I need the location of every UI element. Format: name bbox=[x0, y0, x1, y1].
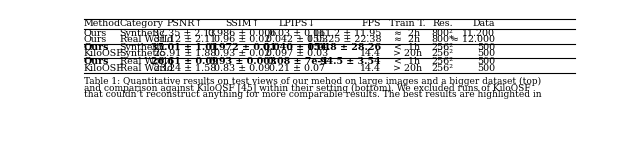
Text: 14.4: 14.4 bbox=[360, 49, 381, 58]
Text: 23.24 ± 1.58: 23.24 ± 1.58 bbox=[154, 64, 216, 73]
Text: 500: 500 bbox=[477, 49, 495, 58]
Text: 500: 500 bbox=[477, 57, 495, 66]
Text: 500: 500 bbox=[477, 64, 495, 73]
Text: 161.2 ± 11.95: 161.2 ± 11.95 bbox=[313, 29, 381, 38]
Text: KiloOSF: KiloOSF bbox=[84, 49, 124, 58]
Text: Ours: Ours bbox=[84, 35, 108, 44]
Text: 0.08 ± 7e-4: 0.08 ± 7e-4 bbox=[267, 57, 328, 66]
Text: 31.12 ± 2.11: 31.12 ± 2.11 bbox=[154, 35, 216, 44]
Text: 155.25 ± 22.38: 155.25 ± 22.38 bbox=[307, 35, 381, 44]
Text: 0.972 ± 0.01: 0.972 ± 0.01 bbox=[209, 43, 276, 52]
Text: Data: Data bbox=[473, 19, 495, 28]
Text: Real World: Real World bbox=[120, 35, 173, 44]
Text: 256²: 256² bbox=[431, 64, 454, 73]
Text: 0.097 ± 0.03: 0.097 ± 0.03 bbox=[266, 49, 328, 58]
Text: Real World: Real World bbox=[120, 57, 173, 66]
Text: ≈  2h: ≈ 2h bbox=[394, 35, 420, 44]
Text: PSNR↑: PSNR↑ bbox=[166, 19, 203, 28]
Text: Real World: Real World bbox=[120, 64, 173, 73]
Text: Ours: Ours bbox=[84, 57, 109, 66]
Text: 256²: 256² bbox=[431, 57, 454, 66]
Text: ≈  2h: ≈ 2h bbox=[394, 29, 420, 38]
Text: 14.4: 14.4 bbox=[360, 64, 381, 73]
Text: Synthetic: Synthetic bbox=[120, 43, 165, 52]
Text: Category: Category bbox=[120, 19, 164, 28]
Text: 800*: 800* bbox=[431, 35, 454, 44]
Text: <  1h: < 1h bbox=[394, 43, 420, 52]
Text: 37.35 ± 2.13: 37.35 ± 2.13 bbox=[154, 29, 216, 38]
Text: > 20h: > 20h bbox=[393, 49, 422, 58]
Text: FPS: FPS bbox=[362, 19, 381, 28]
Text: Table 1: Quantitative results on test views of our mehod on large images and a b: Table 1: Quantitative results on test vi… bbox=[84, 77, 541, 86]
Text: 0.040 ± 0.01: 0.040 ± 0.01 bbox=[263, 43, 331, 52]
Text: KiloOSF: KiloOSF bbox=[84, 64, 124, 73]
Text: Ours: Ours bbox=[84, 43, 109, 52]
Text: 0.042 ± 0.03: 0.042 ± 0.03 bbox=[266, 35, 328, 44]
Text: Ours: Ours bbox=[84, 29, 108, 38]
Text: Synthetic: Synthetic bbox=[120, 29, 165, 38]
Text: 500: 500 bbox=[477, 43, 495, 52]
Text: 0.21 ± 0.07: 0.21 ± 0.07 bbox=[269, 64, 325, 73]
Text: 256²: 256² bbox=[431, 49, 454, 58]
Text: <  1h: < 1h bbox=[394, 57, 420, 66]
Text: Method: Method bbox=[84, 19, 121, 28]
Text: 0.986 ± 0.006: 0.986 ± 0.006 bbox=[208, 29, 276, 38]
Text: 94.5 ± 3.54: 94.5 ± 3.54 bbox=[321, 57, 381, 66]
Text: 0.03 ± 0.01: 0.03 ± 0.01 bbox=[269, 29, 325, 38]
Text: 25.91 ± 1.88: 25.91 ± 1.88 bbox=[154, 49, 216, 58]
Text: ≈ 12.000: ≈ 12.000 bbox=[451, 35, 495, 44]
Text: Res.: Res. bbox=[432, 19, 453, 28]
Text: 26.61 ± 0.09: 26.61 ± 0.09 bbox=[151, 57, 218, 66]
Text: 11.200: 11.200 bbox=[462, 29, 495, 38]
Text: 256²: 256² bbox=[431, 43, 454, 52]
Text: 0.83 ± 0.09: 0.83 ± 0.09 bbox=[214, 64, 271, 73]
Text: 0.93 ± 0.003: 0.93 ± 0.003 bbox=[209, 57, 276, 66]
Text: > 20h: > 20h bbox=[393, 64, 422, 73]
Text: Synthetic: Synthetic bbox=[120, 49, 165, 58]
Text: 0.93 ± 0.02: 0.93 ± 0.02 bbox=[214, 49, 271, 58]
Text: 800²: 800² bbox=[432, 29, 454, 38]
Text: LPIPS↓: LPIPS↓ bbox=[278, 19, 316, 28]
Text: Train T.: Train T. bbox=[389, 19, 426, 28]
Text: that couldn’t reconstruct anything for more comparable results. The best results: that couldn’t reconstruct anything for m… bbox=[84, 90, 541, 99]
Text: SSIM↑: SSIM↑ bbox=[225, 19, 260, 28]
Text: 154.8 ± 28.26: 154.8 ± 28.26 bbox=[307, 43, 381, 52]
Text: 35.01 ± 1.01: 35.01 ± 1.01 bbox=[151, 43, 218, 52]
Text: 0.96 ± 0.02: 0.96 ± 0.02 bbox=[214, 35, 271, 44]
Text: and comparison against KiloOSF [45] within their setting (bottom). We excluded r: and comparison against KiloOSF [45] with… bbox=[84, 84, 531, 93]
